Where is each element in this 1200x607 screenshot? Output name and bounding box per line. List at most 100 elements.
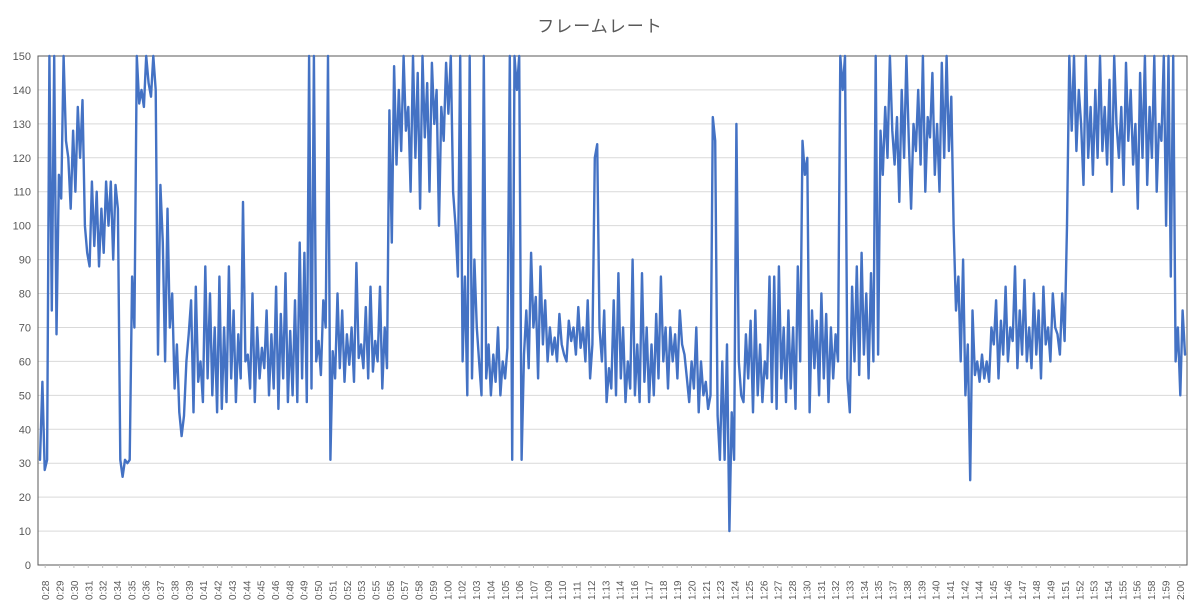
x-tick-label: 1:37: [889, 580, 900, 600]
x-tick-label: 0:29: [56, 580, 67, 600]
x-tick-label: 0:31: [84, 580, 95, 600]
x-tick-label: 0:52: [343, 580, 354, 600]
x-tick-label: 1:59: [1161, 580, 1172, 600]
x-tick-label: 1:58: [1147, 580, 1158, 600]
x-tick-label: 1:51: [1061, 580, 1072, 600]
x-tick-label: 0:30: [70, 580, 81, 600]
x-tick-label: 0:50: [314, 580, 325, 600]
y-tick-label: 0: [25, 560, 31, 572]
x-tick-label: 1:54: [1104, 580, 1115, 600]
x-tick-label: 1:05: [501, 580, 512, 600]
x-tick-label: 1:41: [946, 580, 957, 600]
x-tick-label: 0:46: [271, 580, 282, 600]
x-tick-label: 1:25: [745, 580, 756, 600]
x-tick-label: 1:38: [903, 580, 914, 600]
x-tick-label: 0:59: [429, 580, 440, 600]
x-tick-label: 0:28: [41, 580, 52, 600]
x-tick-label: 1:24: [731, 580, 742, 600]
x-tick-label: 0:43: [228, 580, 239, 600]
x-tick-label: 1:26: [759, 580, 770, 600]
x-tick-label: 0:56: [386, 580, 397, 600]
x-tick-label: 1:49: [1047, 580, 1058, 600]
x-tick-label: 0:41: [199, 580, 210, 600]
x-tick-label: 1:19: [673, 580, 684, 600]
x-tick-label: 0:32: [99, 580, 110, 600]
x-tick-label: 1:56: [1133, 580, 1144, 600]
y-tick-label: 110: [13, 187, 31, 199]
y-tick-label: 140: [13, 85, 31, 97]
y-tick-label: 10: [19, 526, 31, 538]
x-tick-label: 1:04: [486, 580, 497, 600]
x-tick-label: 1:11: [573, 581, 584, 600]
x-tick-label: 0:55: [372, 580, 383, 600]
x-tick-label: 1:32: [831, 580, 842, 600]
x-tick-label: 0:35: [127, 580, 138, 600]
y-tick-label: 130: [13, 119, 31, 131]
y-tick-label: 70: [19, 322, 31, 334]
y-tick-label: 30: [19, 458, 31, 470]
x-tick-label: 1:03: [472, 580, 483, 600]
x-tick-label: 0:38: [170, 580, 181, 600]
y-tick-label: 80: [19, 289, 31, 301]
x-tick-label: 1:40: [932, 580, 943, 600]
x-tick-label: 1:10: [558, 580, 569, 600]
x-tick-label: 0:42: [214, 580, 225, 600]
x-tick-label: 0:45: [257, 580, 268, 600]
x-tick-label: 1:33: [845, 580, 856, 600]
chart-title: フレームレート: [537, 17, 663, 36]
x-tick-label: 1:20: [687, 580, 698, 600]
x-tick-label: 1:34: [860, 580, 871, 600]
x-tick-label: 1:27: [774, 580, 785, 600]
x-tick-label: 0:49: [300, 580, 311, 600]
x-tick-label: 0:44: [242, 580, 253, 600]
x-tick-label: 1:46: [1003, 580, 1014, 600]
x-tick-label: 0:39: [185, 580, 196, 600]
x-tick-label: 1:21: [702, 580, 713, 600]
x-tick-label: 1:48: [1032, 580, 1043, 600]
x-tick-label: 0:53: [357, 580, 368, 600]
y-tick-label: 150: [13, 51, 31, 63]
x-tick-label: 1:06: [515, 580, 526, 600]
x-tick-label: 0:57: [400, 580, 411, 600]
x-tick-label: 1:23: [716, 580, 727, 600]
y-tick-label: 100: [13, 221, 31, 233]
plot-border: [37, 55, 1188, 566]
x-tick-label: 1:16: [630, 580, 641, 600]
x-tick-label: 1:00: [443, 580, 454, 600]
x-tick-label: 1:07: [530, 580, 541, 600]
x-tick-label: 1:13: [601, 580, 612, 600]
x-tick-label: 0:36: [142, 580, 153, 600]
y-tick-label: 90: [19, 255, 31, 267]
x-tick-label: 1:47: [1018, 580, 1029, 600]
x-tick-label: 1:55: [1118, 580, 1129, 600]
x-tick-label: 1:39: [917, 580, 928, 600]
x-tick-label: 1:45: [989, 580, 1000, 600]
x-tick-label: 1:30: [802, 580, 813, 600]
y-tick-label: 40: [19, 424, 31, 436]
x-tick-label: 0:58: [415, 580, 426, 600]
x-tick-label: 1:42: [960, 580, 971, 600]
y-tick-label: 60: [19, 356, 31, 368]
x-tick-label: 1:28: [788, 580, 799, 600]
x-tick-label: 1:35: [874, 580, 885, 600]
x-tick-label: 1:12: [587, 580, 598, 600]
x-tick-label: 1:02: [458, 580, 469, 600]
y-tick-label: 120: [13, 153, 31, 165]
x-tick-label: 1:09: [544, 580, 555, 600]
x-tick-label: 1:17: [644, 580, 655, 600]
x-tick-label: 1:18: [659, 580, 670, 600]
x-tick-label: 1:52: [1075, 580, 1086, 600]
x-tick-label: 1:44: [975, 580, 986, 600]
x-tick-label: 0:34: [113, 580, 124, 600]
x-tick-label: 1:31: [817, 580, 828, 600]
y-tick-label: 50: [19, 390, 31, 402]
series-line-0: [38, 54, 1187, 533]
x-tick-label: 1:14: [616, 580, 627, 600]
x-tick-label: 1:53: [1090, 580, 1101, 600]
x-tick-label: 0:48: [285, 580, 296, 600]
y-tick-label: 20: [19, 492, 31, 504]
x-tick-label: 0:51: [328, 580, 339, 600]
x-tick-label: 0:37: [156, 580, 167, 600]
